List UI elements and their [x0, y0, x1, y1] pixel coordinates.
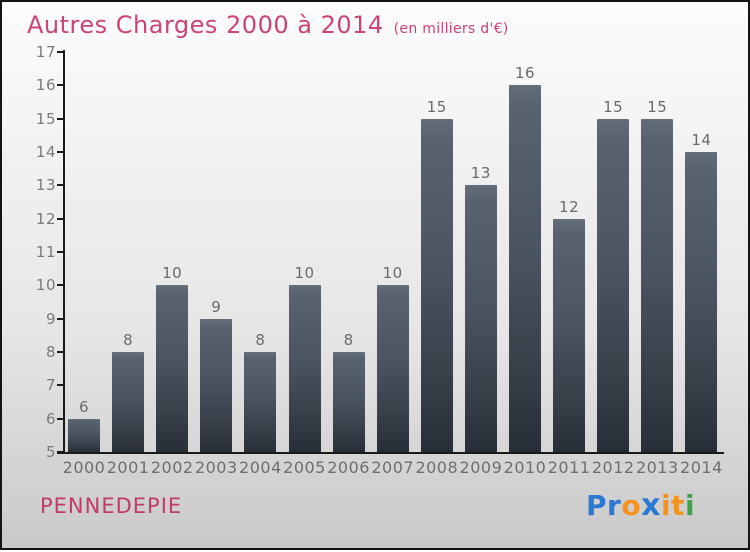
- y-axis-tick: [57, 284, 64, 287]
- x-tick-label: 2011: [547, 458, 591, 477]
- y-axis-tick: [57, 117, 64, 120]
- y-tick-label: 10: [35, 276, 56, 295]
- y-tick-label: 12: [35, 209, 56, 228]
- y-axis-tick: [57, 51, 64, 53]
- bar-value-label: 10: [162, 264, 183, 283]
- bar-value-label: 15: [426, 97, 447, 116]
- y-tick-label: 5: [45, 443, 56, 461]
- bar-2002: [156, 285, 189, 452]
- bar-value-label: 15: [603, 97, 624, 116]
- bar-2008: [420, 118, 453, 452]
- y-axis-tick: [57, 184, 64, 187]
- y-axis-tick: [57, 317, 64, 320]
- bar-2013: [641, 118, 674, 452]
- chart-title-text: Autres Charges 2000 à 2014: [27, 11, 384, 39]
- x-tick-label: 2009: [459, 458, 503, 477]
- bar-2007: [376, 285, 409, 452]
- y-tick-label: 14: [35, 143, 56, 161]
- bar-2014: [685, 152, 718, 452]
- bar-2009: [464, 185, 497, 452]
- chart-title: Autres Charges 2000 à 2014 (en milliers d…: [27, 11, 509, 39]
- bar-value-label: 8: [255, 331, 266, 349]
- commune-name: PENNEDEPIE: [40, 494, 183, 518]
- x-tick-label: 2006: [327, 458, 370, 477]
- y-axis-tick: [57, 84, 64, 87]
- y-tick-label: 11: [35, 243, 56, 261]
- y-axis-tick: [57, 151, 64, 153]
- bar-2003: [200, 318, 233, 452]
- bar-value-label: 14: [691, 131, 712, 149]
- bar-value-label: 6: [78, 397, 90, 416]
- x-tick-label: 2001: [106, 458, 150, 477]
- x-tick-label: 2008: [415, 458, 459, 477]
- bar-value-label: 9: [211, 297, 222, 316]
- bar-value-label: 8: [343, 331, 354, 349]
- bar-2011: [553, 218, 586, 452]
- y-axis-tick: [57, 217, 64, 220]
- logo-letter: t: [671, 489, 685, 522]
- bar-2001: [112, 352, 145, 452]
- y-tick-label: 15: [35, 109, 56, 128]
- x-tick-label: 2000: [62, 458, 106, 477]
- x-axis-line: [57, 452, 724, 454]
- x-tick-label: 2013: [635, 458, 679, 477]
- bar-value-label: 15: [647, 97, 668, 116]
- bar-2012: [597, 118, 630, 452]
- y-axis-line: [63, 50, 65, 454]
- bar-2004: [244, 352, 277, 452]
- bar-value-label: 16: [514, 64, 536, 83]
- bar-2006: [332, 352, 365, 452]
- x-tick-label: 2012: [591, 458, 635, 477]
- logo-letter-x: x: [641, 488, 661, 523]
- bar-value-label: 10: [382, 264, 403, 283]
- y-axis-tick: [57, 451, 64, 453]
- bar-value-label: 10: [294, 264, 315, 283]
- logo-letter: i: [660, 489, 672, 522]
- bar-2000: [68, 418, 100, 452]
- x-tick-label: 2003: [194, 458, 238, 477]
- x-tick-label: 2014: [680, 458, 723, 477]
- bar-2005: [288, 285, 321, 452]
- y-axis-tick: [57, 351, 64, 353]
- chart-title-unit: (en milliers d'€): [393, 21, 509, 37]
- x-tick-label: 2005: [283, 458, 326, 477]
- x-tick-label: 2004: [239, 458, 282, 477]
- y-tick-label: 17: [35, 43, 56, 61]
- y-tick-label: 9: [45, 309, 56, 328]
- x-tick-label: 2010: [503, 458, 547, 477]
- logo-letter: i: [684, 489, 696, 522]
- logo-letter: P: [586, 489, 608, 522]
- x-tick-label: 2007: [371, 458, 415, 477]
- bar-value-label: 12: [559, 197, 580, 216]
- y-tick-label: 8: [45, 343, 56, 361]
- y-axis-tick: [57, 417, 64, 420]
- proxiti-logo: Proxiti: [586, 488, 695, 523]
- logo-letter: o: [621, 489, 642, 522]
- y-tick-label: 16: [35, 76, 56, 95]
- x-tick-label: 2002: [150, 458, 194, 477]
- bar-value-label: 8: [123, 331, 134, 349]
- y-tick-label: 13: [35, 176, 56, 195]
- y-tick-label: 7: [45, 376, 56, 395]
- bar-2010: [509, 85, 541, 452]
- y-axis-tick: [57, 251, 64, 253]
- logo-letter: r: [607, 489, 622, 522]
- bar-value-label: 13: [470, 164, 491, 183]
- y-axis-tick: [57, 384, 64, 387]
- y-tick-label: 6: [45, 409, 56, 428]
